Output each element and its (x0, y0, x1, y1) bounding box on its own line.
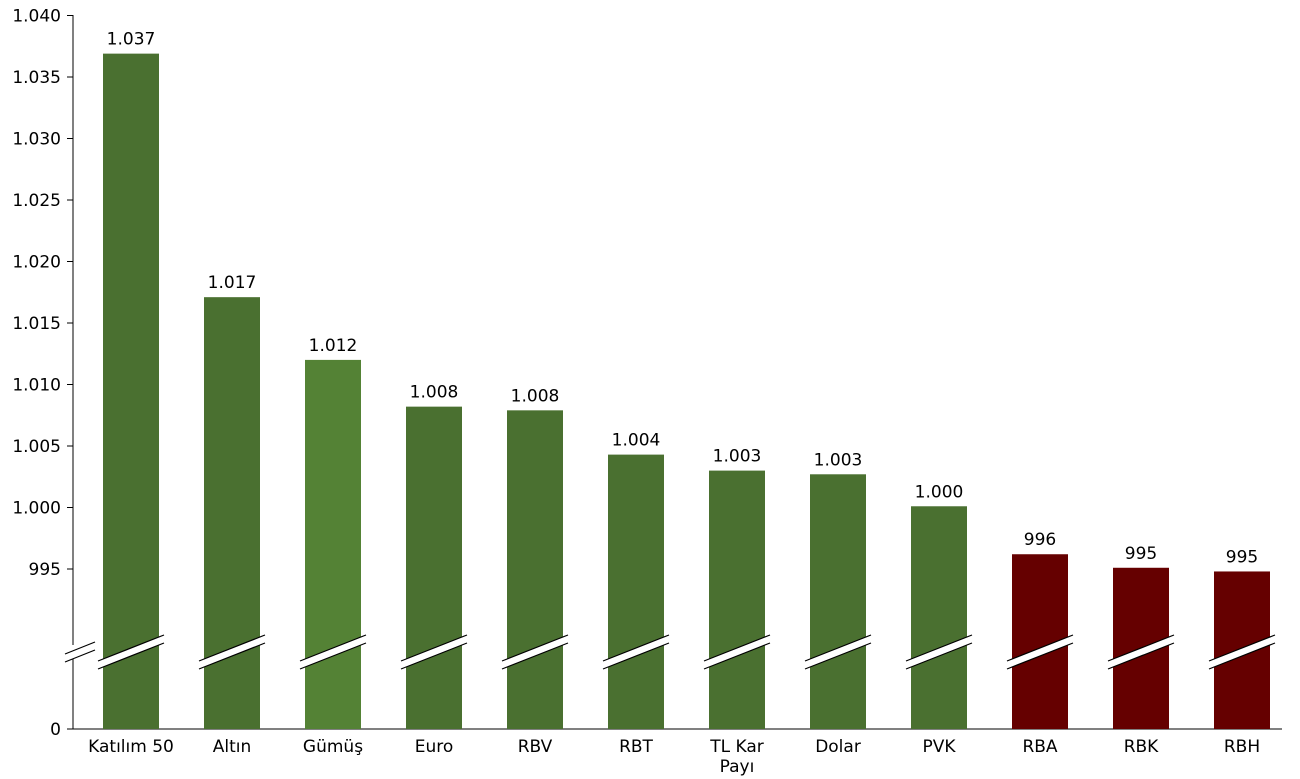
break-line (198, 634, 266, 662)
x-tick-label: Altın (213, 737, 252, 757)
break-line (299, 634, 367, 662)
break-line (905, 642, 973, 670)
data-label: 1.004 (612, 431, 661, 451)
axis-break-line (64, 641, 96, 655)
y-tick-label: 1.025 (12, 191, 61, 211)
break-line (602, 634, 670, 662)
y-axis: 0 995 1.000 1.005 1.010 1.015 1.020 1.025 1.030 1… (12, 7, 74, 740)
break-line (400, 642, 468, 670)
break-line (299, 642, 367, 670)
data-label: 995 (1226, 547, 1258, 567)
axis-break-marks (64, 634, 1276, 670)
x-tick-label: RBK (1124, 737, 1159, 757)
data-labels: 1.037 1.017 1.012 1.008 1.008 1.004 1.003 1.003… (107, 30, 1259, 568)
break-band (502, 635, 568, 669)
axis-break-line (64, 649, 96, 663)
data-label: 1.000 (915, 482, 964, 502)
x-tick-label: Dolar (815, 737, 861, 757)
bar (709, 470, 765, 729)
bar (810, 474, 866, 729)
y-tick-label: 1.035 (12, 68, 61, 88)
x-tick-label: Gümüş (303, 737, 363, 757)
break-line (804, 642, 872, 670)
break-band (1108, 635, 1174, 669)
x-tick-label: RBH (1224, 737, 1260, 757)
break-band (199, 635, 265, 669)
break-line (1006, 642, 1074, 670)
break-band (401, 635, 467, 669)
y-tick-label: 1.015 (12, 314, 61, 334)
break-band (603, 635, 669, 669)
break-line (703, 642, 771, 670)
y-tick-label: 1.010 (12, 376, 61, 396)
break-band (98, 635, 164, 669)
break-line (703, 634, 771, 662)
data-label: 1.017 (208, 273, 257, 293)
break-line (501, 642, 569, 670)
break-line (602, 642, 670, 670)
y-tick-label: 0 (50, 720, 61, 740)
bar (507, 410, 563, 729)
data-label: 1.037 (107, 30, 156, 50)
break-line (198, 642, 266, 670)
x-tick-label: RBV (518, 737, 553, 757)
break-line (1107, 634, 1175, 662)
break-line (1006, 634, 1074, 662)
bar (103, 53, 159, 729)
data-label: 1.012 (309, 336, 358, 356)
y-tick-label: 1.005 (12, 437, 61, 457)
break-line (97, 642, 165, 670)
x-tick-label: Payı (720, 757, 755, 777)
data-label: 995 (1125, 544, 1157, 564)
y-tick-label: 1.020 (12, 253, 61, 273)
x-tick-label: RBT (619, 737, 653, 757)
break-band (805, 635, 871, 669)
data-label: 996 (1024, 530, 1056, 550)
break-line (804, 634, 872, 662)
axis-break-band (65, 642, 95, 662)
y-tick-label: 1.000 (12, 499, 61, 519)
break-band (1209, 635, 1275, 669)
break-line (905, 634, 973, 662)
x-axis: Katılım 50 Altın Gümüş Euro RBV RBT TL KarPayı… (73, 728, 1282, 777)
x-tick-label: TL Kar (709, 737, 764, 757)
break-band (300, 635, 366, 669)
y-tick-label: 1.030 (12, 130, 61, 150)
x-tick-label: Katılım 50 (88, 737, 174, 757)
bar (406, 406, 462, 729)
x-tick-label: PVK (922, 737, 956, 757)
break-band (704, 635, 770, 669)
break-line (1208, 642, 1276, 670)
data-label: 1.003 (713, 447, 762, 467)
x-tick-label: Euro (415, 737, 454, 757)
break-band (1007, 635, 1073, 669)
bar (911, 506, 967, 729)
y-tick-label: 995 (29, 560, 61, 580)
break-line (400, 634, 468, 662)
x-tick-label: RBA (1022, 737, 1057, 757)
break-line (97, 634, 165, 662)
bars (103, 53, 1270, 729)
break-line (501, 634, 569, 662)
data-label: 1.008 (511, 386, 560, 406)
bar (305, 359, 361, 729)
break-line (1208, 634, 1276, 662)
data-label: 1.003 (814, 450, 863, 470)
data-label: 1.008 (410, 383, 459, 403)
break-line (1107, 642, 1175, 670)
break-band (906, 635, 972, 669)
y-tick-label: 1.040 (12, 7, 61, 27)
bar (608, 454, 664, 729)
